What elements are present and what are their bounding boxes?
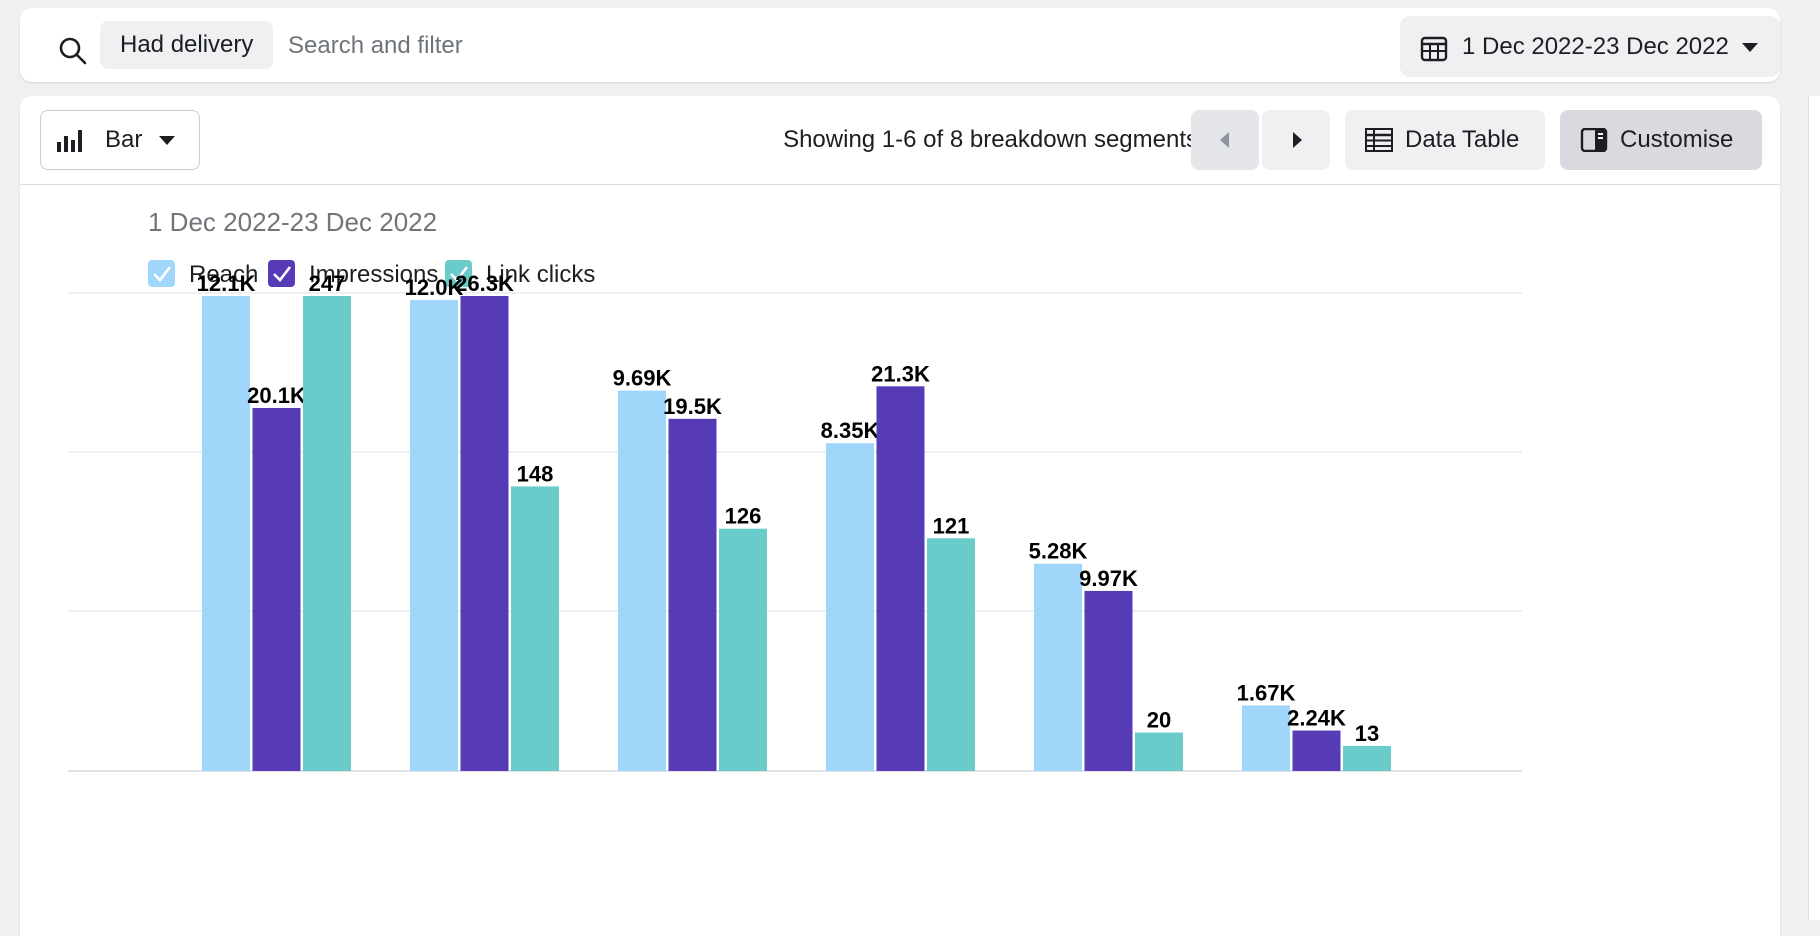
value-label-reach: 9.69K bbox=[613, 366, 672, 391]
bar-reach[interactable] bbox=[410, 299, 458, 771]
bar-impressions[interactable] bbox=[1292, 730, 1341, 771]
value-label-link-clicks: 13 bbox=[1355, 721, 1379, 746]
link-clicks-checkbox[interactable] bbox=[445, 260, 472, 287]
legend-label-reach: Reach bbox=[189, 261, 258, 288]
chart-subtitle: 1 Dec 2022-23 Dec 2022 bbox=[148, 207, 437, 237]
bar-impressions[interactable] bbox=[460, 296, 509, 771]
value-label-impressions: 9.97K bbox=[1079, 566, 1138, 591]
bar-chart-icon bbox=[57, 130, 82, 152]
value-label-reach: 5.28K bbox=[1029, 539, 1088, 564]
bar-link-clicks[interactable] bbox=[303, 296, 351, 771]
table-icon bbox=[1365, 128, 1393, 152]
value-label-link-clicks: 247 bbox=[309, 271, 346, 296]
value-label-impressions: 26.3K bbox=[455, 271, 514, 296]
customise-button[interactable]: Customise bbox=[1560, 110, 1762, 170]
bar-link-clicks[interactable] bbox=[927, 538, 975, 771]
bar-impressions[interactable] bbox=[1084, 590, 1133, 771]
value-label-reach: 8.35K bbox=[821, 418, 880, 443]
prev-page-button[interactable] bbox=[1191, 110, 1259, 170]
bar-link-clicks[interactable] bbox=[511, 486, 559, 771]
legend-item-reach[interactable]: Reach bbox=[148, 260, 258, 288]
bar-impressions[interactable] bbox=[876, 386, 925, 771]
calendar-icon bbox=[1420, 36, 1448, 62]
chevron-down-icon bbox=[1742, 43, 1758, 52]
bar-reach[interactable] bbox=[1034, 563, 1082, 771]
legend-item-link-clicks[interactable]: Link clicks bbox=[445, 260, 595, 288]
toolbar-divider bbox=[20, 184, 1780, 185]
bar-link-clicks[interactable] bbox=[1135, 732, 1183, 771]
bar-impressions[interactable] bbox=[252, 407, 301, 771]
check-icon bbox=[273, 266, 292, 282]
date-range-label: 1 Dec 2022-23 Dec 2022 bbox=[1462, 33, 1729, 60]
legend-item-impressions[interactable]: Impressions bbox=[268, 260, 438, 288]
legend: Reach Impressions Link clicks bbox=[148, 260, 595, 288]
next-page-button[interactable] bbox=[1262, 110, 1330, 170]
date-range-button[interactable]: 1 Dec 2022-23 Dec 2022 bbox=[1400, 16, 1780, 77]
side-panel-edge bbox=[1808, 96, 1820, 920]
bar-link-clicks[interactable] bbox=[719, 528, 767, 771]
value-label-impressions: 21.3K bbox=[871, 361, 930, 386]
value-label-reach: 1.67K bbox=[1237, 680, 1296, 705]
reach-checkbox[interactable] bbox=[148, 260, 175, 287]
bar-chart: 1 Dec 2022-23 Dec 2022 Reach Impressions… bbox=[68, 207, 1522, 772]
search-icon[interactable] bbox=[58, 36, 88, 66]
search-input[interactable] bbox=[286, 23, 1190, 69]
value-label-link-clicks: 148 bbox=[517, 461, 554, 486]
bar-reach[interactable] bbox=[826, 443, 874, 771]
legend-label-impressions: Impressions bbox=[309, 261, 438, 288]
check-icon bbox=[450, 266, 469, 282]
legend-label-link-clicks: Link clicks bbox=[486, 261, 595, 288]
segments-count: Showing 1-6 of 8 breakdown segments bbox=[783, 126, 1198, 153]
data-table-button[interactable]: Data Table bbox=[1345, 110, 1545, 170]
chart-type-select[interactable]: Bar bbox=[40, 110, 200, 170]
bar-reach[interactable] bbox=[618, 390, 666, 771]
value-label-impressions: 2.24K bbox=[1287, 706, 1346, 731]
value-label-impressions: 19.5K bbox=[663, 394, 722, 419]
value-label-impressions: 20.1K bbox=[247, 383, 306, 408]
chevron-left-icon bbox=[1220, 132, 1229, 148]
panel-icon bbox=[1580, 128, 1608, 152]
value-label-link-clicks: 121 bbox=[933, 513, 970, 538]
value-label-link-clicks: 20 bbox=[1147, 708, 1171, 733]
bar-reach[interactable] bbox=[1242, 705, 1290, 771]
impressions-checkbox[interactable] bbox=[268, 260, 295, 287]
chevron-right-icon bbox=[1293, 132, 1302, 148]
value-label-link-clicks: 126 bbox=[725, 504, 762, 529]
chevron-down-icon bbox=[159, 136, 175, 145]
bar-impressions[interactable] bbox=[668, 418, 717, 771]
value-label-reach: 12.1K bbox=[197, 271, 256, 296]
value-label-reach: 12.0K bbox=[405, 275, 464, 300]
chart-bars: 12.1K 12.0K 9.69K 8.35K 5.28K 1.67K 20.1K 26.3K… bbox=[197, 271, 1391, 771]
data-table-label: Data Table bbox=[1405, 126, 1520, 153]
bar-link-clicks[interactable] bbox=[1343, 746, 1391, 771]
customise-label: Customise bbox=[1620, 126, 1734, 153]
chart-panel: Bar Showing 1-6 of 8 breakdown segments … bbox=[20, 96, 1780, 936]
chart-type-label: Bar bbox=[105, 126, 143, 153]
bar-reach[interactable] bbox=[202, 296, 250, 771]
filter-chip[interactable]: Had delivery bbox=[100, 21, 274, 69]
check-icon bbox=[153, 266, 172, 282]
search-bar: Had delivery 1 Dec 2022-23 Dec 2022 bbox=[20, 8, 1780, 82]
